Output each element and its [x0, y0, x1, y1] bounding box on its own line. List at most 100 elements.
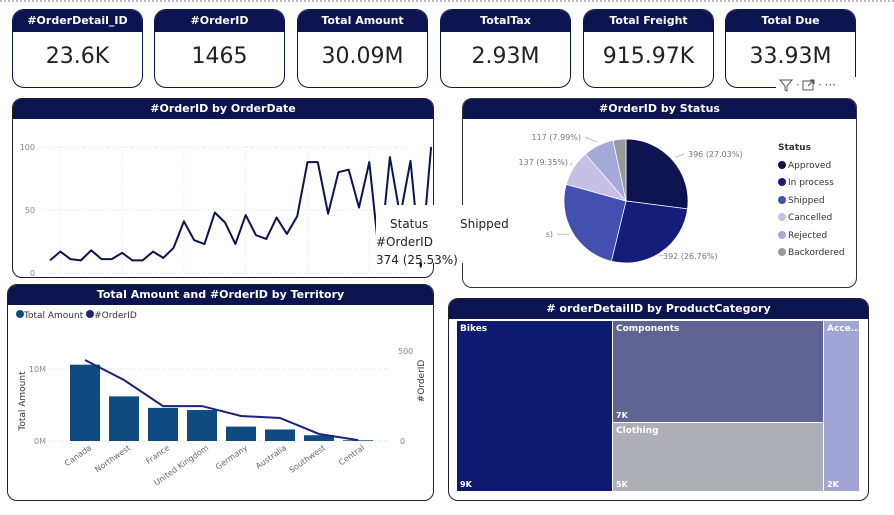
data-label: 117 (7.99%): [532, 133, 581, 142]
leader-line: [569, 161, 573, 166]
card-title: Total Freight: [584, 10, 713, 32]
y-tick-label: 100: [20, 143, 35, 152]
page-border: [0, 0, 894, 2]
x-tick-label: Germany: [214, 443, 249, 472]
tooltip-label: Status: [390, 217, 429, 231]
y2-axis-title: #OrderID: [417, 360, 427, 403]
tooltip-label: #OrderID: [376, 235, 433, 249]
line-chart[interactable]: 050100Jul 2011Jan 2012Jul 2012Jan 2013Ju…: [13, 119, 434, 277]
line-series-orderid: [84, 359, 359, 442]
tooltip-value: Shipped: [460, 217, 509, 231]
bar-central: [343, 440, 373, 441]
kpi-card-total-due[interactable]: Total Due 33.93M: [725, 9, 856, 88]
combo-legend: Total Amount #OrderID: [16, 310, 137, 321]
y-axis-title: Total Amount: [18, 371, 28, 432]
bar-france: [148, 407, 178, 441]
leader-line: [658, 255, 664, 257]
card-value: 33.93M: [749, 44, 832, 69]
x-tick-label: Australia: [254, 443, 288, 471]
legend-label: Shipped: [788, 195, 825, 206]
legend-marker: [16, 310, 24, 318]
y-tick-label: 10M: [29, 365, 46, 374]
card-title: Total Due: [726, 10, 855, 32]
legend-item[interactable]: Cancelled: [778, 210, 845, 228]
tile-label: Clothing: [616, 426, 659, 436]
kpi-card-orderid[interactable]: #OrderID 1465: [154, 9, 285, 88]
tile-label: Acce...: [827, 324, 861, 334]
card-title: #OrderID: [155, 10, 284, 32]
tile-value: 5K: [616, 480, 628, 489]
pie-slice-backordered: [612, 138, 627, 202]
y-tick-label: 50: [25, 206, 35, 215]
card-value: 23.6K: [45, 44, 110, 69]
chart-title: #OrderID by OrderDate: [13, 99, 433, 119]
x-tick-label: Canada: [63, 443, 93, 468]
bar-southwest: [304, 435, 334, 441]
legend-marker: [778, 213, 786, 221]
legend-marker: [778, 160, 786, 169]
tooltip-value: 374 (25.53%): [376, 253, 458, 267]
chart-title: #OrderID by Status: [463, 99, 856, 119]
treemap-tile-accessories[interactable]: Acce... 2K: [824, 321, 861, 491]
card-value: 915.97K: [602, 44, 695, 69]
legend-label[interactable]: #OrderID: [94, 311, 137, 321]
bar-northwest: [109, 396, 139, 441]
legend-item[interactable]: Backordered: [778, 245, 845, 263]
card-title: Total Amount: [298, 10, 427, 32]
legend-item[interactable]: Approved: [778, 158, 845, 176]
tile-label: Bikes: [460, 324, 488, 334]
legend-item[interactable]: Shipped: [778, 193, 845, 211]
treemap-tile-clothing[interactable]: Clothing 5K: [613, 423, 823, 491]
data-label: 392 (26.76%): [663, 252, 718, 261]
leader-line: [675, 153, 685, 158]
x-tick-label: Central: [337, 443, 366, 467]
legend-marker: [778, 195, 786, 204]
legend-label: Cancelled: [788, 213, 833, 223]
combo-chart-panel: Total Amount and #OrderID by Territory T…: [7, 284, 434, 501]
legend-label: Rejected: [788, 230, 828, 241]
bar-australia: [265, 429, 295, 441]
x-tick-label: France: [144, 443, 171, 466]
filter-icon[interactable]: [779, 79, 793, 92]
combo-chart[interactable]: 0M 10M 0 500 Total Amount #OrderID Canada North…: [8, 285, 434, 501]
x-tick-label: Northwest: [93, 443, 132, 474]
kpi-card-total-freight[interactable]: Total Freight 915.97K: [583, 9, 714, 88]
chart-title: # orderDetailID by ProductCategory: [449, 299, 868, 319]
data-label: 137 (9.35%): [519, 158, 568, 167]
y-tick-label: 0M: [34, 437, 46, 446]
bar-germany: [226, 426, 256, 441]
x-tick-label: Southwest: [288, 443, 328, 474]
legend-label[interactable]: Total Amount: [24, 311, 84, 321]
line-series: [49, 146, 433, 268]
tile-value: 7K: [616, 411, 628, 420]
legend-label: Approved: [788, 160, 832, 171]
pie-legend: Status Approved In process Shipped Cancelle…: [778, 140, 845, 263]
card-value: 2.93M: [471, 44, 540, 69]
chart-title: Total Amount and #OrderID by Territory: [8, 285, 433, 305]
focus-mode-icon[interactable]: [802, 79, 815, 91]
tooltip: Status Shipped #OrderID 374 (25.53%): [376, 205, 541, 267]
data-label: 396 (27.03%): [688, 150, 743, 159]
data-label: s): [546, 230, 553, 239]
tile-value: 2K: [827, 480, 839, 489]
leader-line: [584, 136, 597, 143]
y2-tick-label: 500: [398, 347, 413, 356]
legend-marker: [778, 178, 786, 186]
kpi-card-total-amount[interactable]: Total Amount 30.09M: [297, 9, 428, 88]
legend-marker: [778, 230, 786, 239]
kpi-card-orderdetail-id[interactable]: #OrderDetail_ID 23.6K: [12, 9, 143, 88]
legend-label: Backordered: [788, 248, 845, 258]
pie-slice-shipped: [563, 183, 627, 262]
treemap-tile-bikes[interactable]: Bikes 9K: [457, 321, 612, 491]
legend-title: Status: [778, 143, 811, 153]
legend-item[interactable]: Rejected: [778, 228, 845, 246]
more-options-icon[interactable]: ···: [824, 78, 836, 92]
visual-header-toolbar: - - ···: [776, 77, 858, 93]
bar-united-kingdom: [187, 410, 217, 441]
legend-label: In process: [788, 178, 834, 188]
legend-item[interactable]: In process: [778, 175, 845, 193]
pie-chart[interactable]: 396 (27.03%) 392 (26.76%) s) 137 (9.35%) 117…: [463, 119, 857, 287]
treemap-tile-components[interactable]: Components 7K: [613, 321, 823, 422]
y-tick-label: 0: [30, 269, 35, 277]
kpi-card-total-tax[interactable]: TotalTax 2.93M: [440, 9, 571, 88]
